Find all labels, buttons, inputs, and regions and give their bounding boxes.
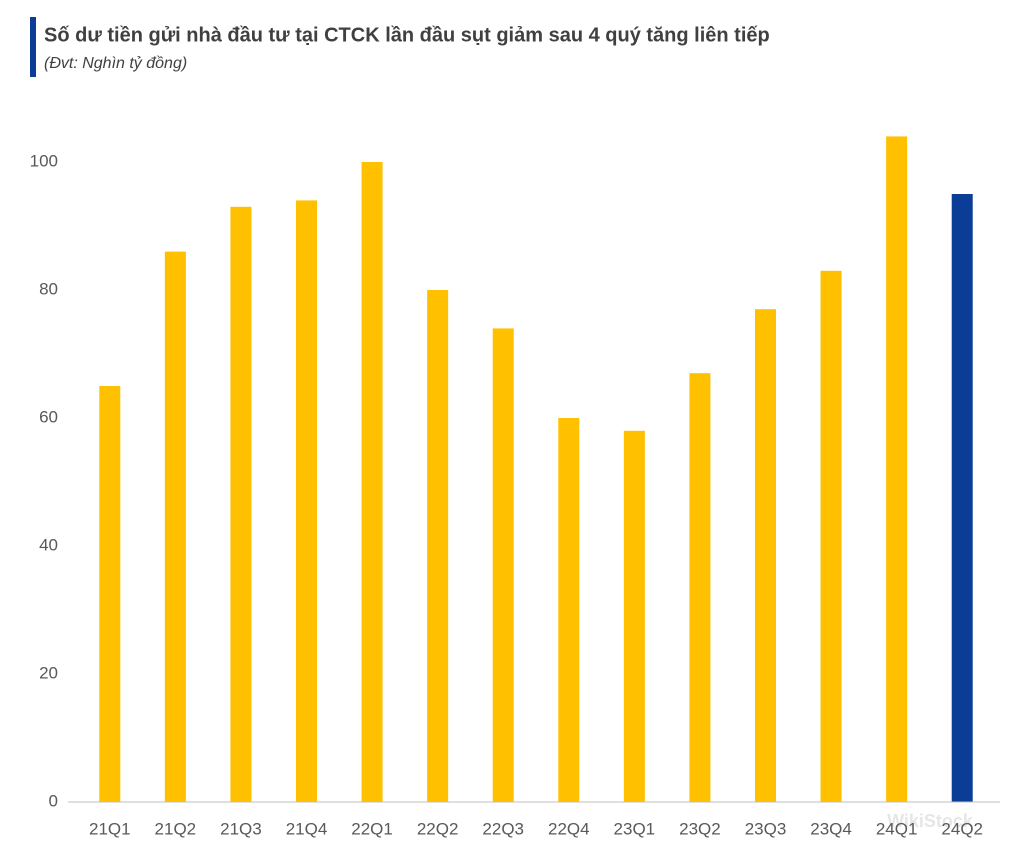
x-tick-label: 22Q4 — [548, 819, 590, 838]
bar — [820, 270, 842, 802]
bar — [623, 430, 645, 802]
bar — [689, 373, 711, 802]
x-tick-label: 21Q3 — [220, 819, 262, 838]
x-tick-label: 21Q2 — [155, 819, 197, 838]
x-tick-label: 23Q1 — [614, 819, 656, 838]
y-tick-label: 60 — [39, 407, 58, 426]
bar — [296, 200, 317, 802]
x-tick-label: 23Q4 — [810, 819, 852, 838]
bar — [361, 162, 383, 802]
bar — [951, 194, 973, 802]
watermark: WikiStock — [887, 811, 974, 831]
x-tick-label: 23Q3 — [745, 819, 787, 838]
bar — [558, 418, 580, 802]
chart-subtitle: (Đvt: Nghìn tỷ đồng) — [44, 55, 187, 72]
y-tick-label: 100 — [30, 151, 58, 170]
x-tick-label: 24Q2 — [941, 819, 983, 838]
x-tick-label: 22Q2 — [417, 819, 459, 838]
bar — [99, 386, 121, 802]
x-tick-label: 22Q1 — [351, 819, 393, 838]
y-tick-label: 40 — [39, 535, 58, 554]
bar — [886, 136, 908, 802]
bar — [755, 309, 776, 802]
y-tick-label: 20 — [39, 663, 58, 682]
chart-title: Số dư tiền gửi nhà đầu tư tại CTCK lần đ… — [44, 24, 770, 46]
y-tick-label: 80 — [39, 279, 58, 298]
title-accent — [30, 17, 36, 77]
x-tick-label: 21Q1 — [89, 819, 131, 838]
bar — [427, 290, 449, 802]
x-tick-label: 24Q1 — [876, 819, 918, 838]
x-tick-label: 21Q4 — [286, 819, 328, 838]
y-tick-label: 0 — [49, 791, 58, 810]
bar — [230, 206, 252, 803]
x-tick-label: 22Q3 — [482, 819, 524, 838]
bar — [164, 251, 186, 803]
bar — [492, 328, 514, 802]
x-tick-label: 23Q2 — [679, 819, 721, 838]
